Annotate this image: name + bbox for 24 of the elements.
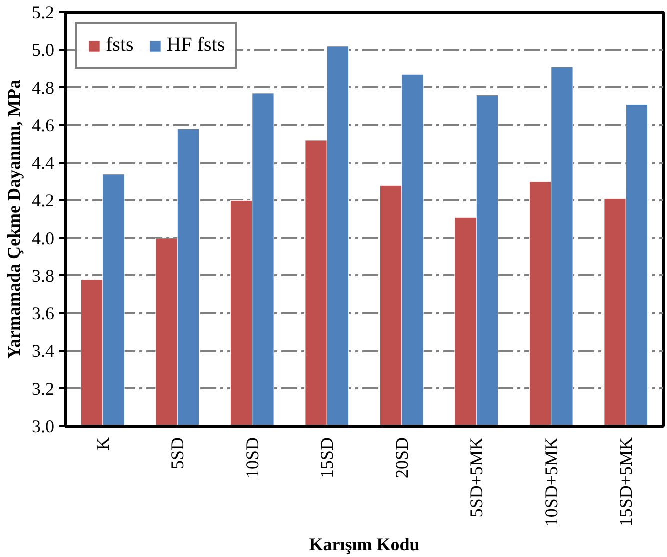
legend-label: fsts bbox=[106, 34, 134, 57]
y-tick-label: 3.2 bbox=[32, 378, 54, 399]
x-tick-label: 5SD bbox=[168, 437, 188, 470]
x-tick-label: 15SD bbox=[317, 437, 338, 479]
legend-label: HF fsts bbox=[166, 34, 226, 57]
y-tick-label: 4.8 bbox=[32, 78, 54, 98]
x-tick-label: 10SD bbox=[242, 437, 262, 479]
y-tick-label: 4.2 bbox=[32, 190, 54, 211]
y-tick-label: 3.4 bbox=[32, 341, 54, 362]
x-axis-title: Karışım Kodu bbox=[309, 534, 420, 555]
y-tick-label: 5.0 bbox=[32, 40, 54, 60]
x-tick-label: 5SD+5MK bbox=[466, 437, 487, 518]
y-tick-label: 4.6 bbox=[32, 115, 54, 136]
y-tick-label: 3.8 bbox=[32, 266, 54, 286]
x-tick-label: 20SD bbox=[392, 437, 412, 479]
y-tick-label: 5.2 bbox=[32, 2, 54, 22]
y-tick-label: 4.4 bbox=[32, 153, 54, 174]
y-tick-label: 3.6 bbox=[32, 304, 54, 324]
y-tick-label: 4.0 bbox=[32, 228, 54, 248]
y-tick-label: 3.0 bbox=[32, 416, 54, 436]
x-tick-label: 10SD+5MK bbox=[541, 437, 562, 527]
x-tick-label: 15SD+5MK bbox=[616, 437, 636, 527]
y-axis-title: Yarmamada Çekme Dayanımı, MPa bbox=[4, 80, 24, 359]
x-tick-label: K bbox=[92, 438, 113, 450]
